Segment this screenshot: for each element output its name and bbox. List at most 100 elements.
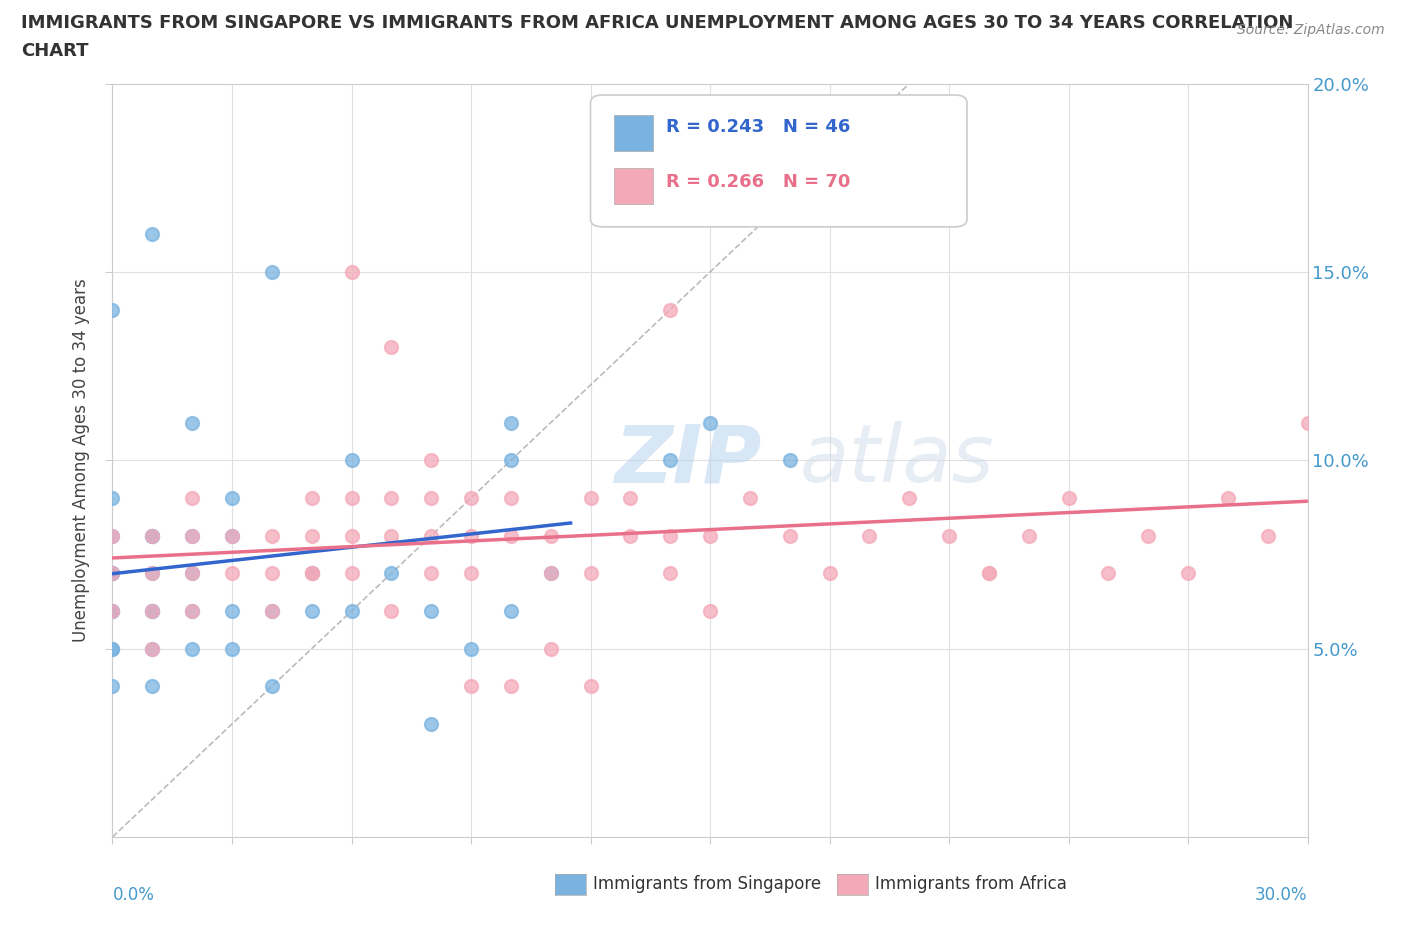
- Text: 0.0%: 0.0%: [112, 886, 155, 904]
- Point: [659, 528, 682, 543]
- Point: [380, 340, 402, 355]
- Point: [499, 604, 522, 618]
- Point: [1137, 528, 1160, 543]
- Point: [779, 528, 801, 543]
- Point: [101, 302, 124, 317]
- Point: [301, 491, 323, 506]
- Point: [101, 642, 124, 657]
- Point: [1257, 528, 1279, 543]
- Point: [540, 565, 562, 580]
- Point: [101, 565, 124, 580]
- Point: [499, 528, 522, 543]
- Point: [420, 604, 443, 618]
- Point: [659, 565, 682, 580]
- Point: [141, 604, 163, 618]
- Point: [420, 717, 443, 732]
- Point: [301, 565, 323, 580]
- Point: [101, 565, 124, 580]
- Point: [380, 604, 402, 618]
- Point: [221, 604, 243, 618]
- Text: ZIP: ZIP: [614, 421, 762, 499]
- Text: atlas: atlas: [800, 421, 994, 499]
- FancyBboxPatch shape: [591, 95, 967, 227]
- Point: [101, 679, 124, 694]
- Y-axis label: Unemployment Among Ages 30 to 34 years: Unemployment Among Ages 30 to 34 years: [72, 278, 90, 643]
- Point: [221, 491, 243, 506]
- Point: [460, 679, 482, 694]
- Point: [340, 604, 363, 618]
- Point: [101, 565, 124, 580]
- Text: Immigrants from Africa: Immigrants from Africa: [875, 875, 1066, 894]
- Point: [460, 565, 482, 580]
- Point: [1057, 491, 1080, 506]
- Point: [101, 604, 124, 618]
- Point: [977, 565, 1000, 580]
- Point: [977, 565, 1000, 580]
- Point: [460, 491, 482, 506]
- Point: [699, 604, 721, 618]
- Point: [141, 528, 163, 543]
- Point: [181, 528, 204, 543]
- Bar: [614, 115, 652, 152]
- Point: [540, 565, 562, 580]
- Point: [141, 565, 163, 580]
- Point: [858, 528, 880, 543]
- Point: [699, 415, 721, 430]
- Point: [818, 565, 841, 580]
- Point: [420, 453, 443, 468]
- Point: [301, 565, 323, 580]
- Point: [101, 565, 124, 580]
- Point: [380, 491, 402, 506]
- Point: [1018, 528, 1040, 543]
- Point: [499, 415, 522, 430]
- Point: [260, 604, 283, 618]
- Point: [101, 604, 124, 618]
- Point: [1296, 415, 1319, 430]
- Text: 30.0%: 30.0%: [1256, 886, 1308, 904]
- Text: CHART: CHART: [21, 42, 89, 60]
- Point: [420, 528, 443, 543]
- Point: [340, 528, 363, 543]
- Point: [181, 565, 204, 580]
- Point: [579, 491, 602, 506]
- Point: [181, 642, 204, 657]
- Point: [141, 227, 163, 242]
- Point: [301, 528, 323, 543]
- Point: [101, 604, 124, 618]
- Point: [858, 190, 880, 205]
- Point: [460, 642, 482, 657]
- Point: [1097, 565, 1119, 580]
- Point: [181, 415, 204, 430]
- Point: [659, 453, 682, 468]
- Point: [101, 528, 124, 543]
- Point: [101, 528, 124, 543]
- Text: R = 0.243   N = 46: R = 0.243 N = 46: [666, 117, 851, 136]
- Point: [141, 642, 163, 657]
- Point: [499, 491, 522, 506]
- Point: [101, 642, 124, 657]
- Point: [699, 528, 721, 543]
- Point: [181, 565, 204, 580]
- Point: [141, 528, 163, 543]
- Point: [579, 679, 602, 694]
- Point: [181, 528, 204, 543]
- Point: [141, 642, 163, 657]
- Text: R = 0.266   N = 70: R = 0.266 N = 70: [666, 173, 851, 191]
- Point: [619, 528, 641, 543]
- Text: Source: ZipAtlas.com: Source: ZipAtlas.com: [1237, 23, 1385, 37]
- Point: [380, 528, 402, 543]
- Point: [221, 528, 243, 543]
- Point: [301, 565, 323, 580]
- Point: [738, 491, 761, 506]
- Point: [181, 604, 204, 618]
- Point: [619, 491, 641, 506]
- Point: [898, 491, 921, 506]
- Point: [579, 565, 602, 580]
- Point: [420, 491, 443, 506]
- Point: [260, 604, 283, 618]
- Point: [420, 565, 443, 580]
- Point: [101, 491, 124, 506]
- Point: [260, 528, 283, 543]
- Point: [460, 528, 482, 543]
- Point: [499, 453, 522, 468]
